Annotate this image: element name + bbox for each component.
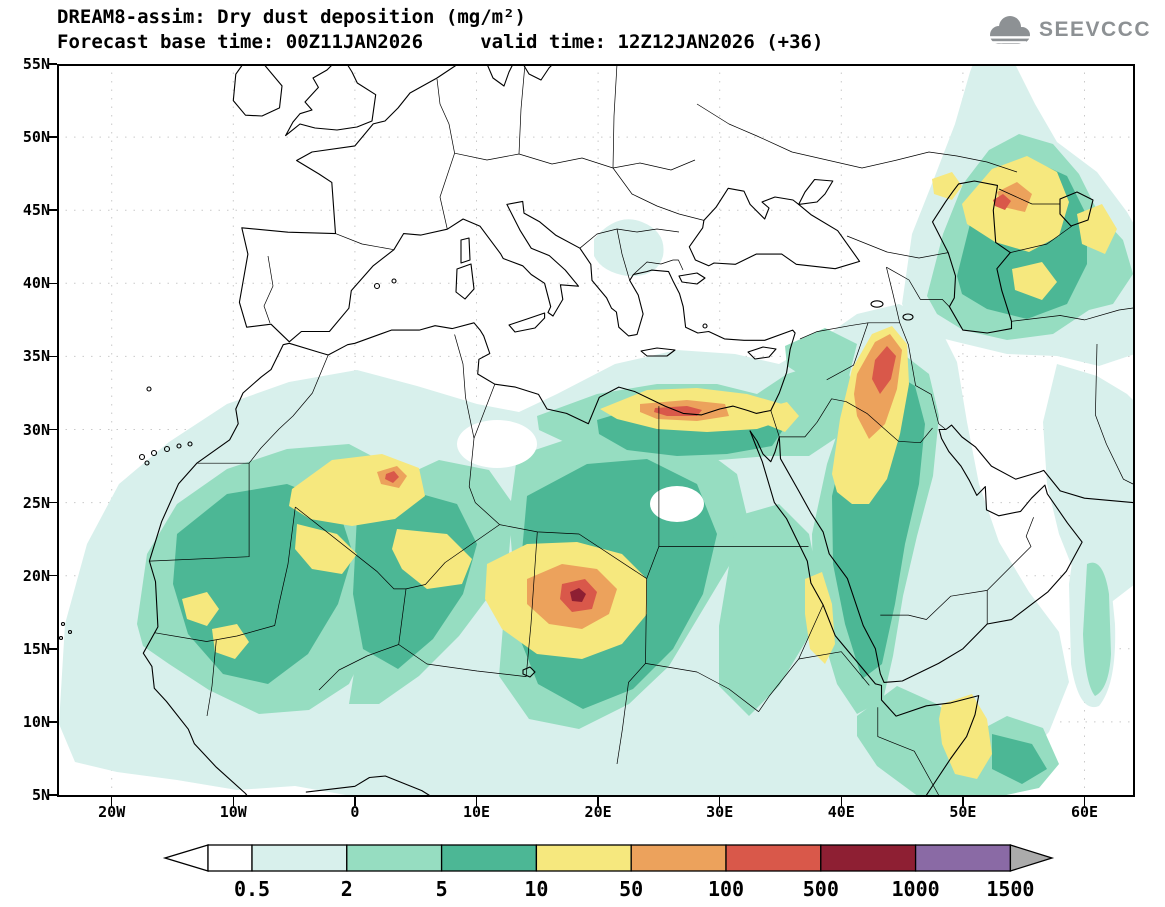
lon-tick-label: 20W [98,803,126,821]
colorbar-label: 10 [524,877,548,901]
lat-tick-label: 45N [22,201,50,220]
dust-gaps [457,420,704,522]
chart-title: DREAM8-assim: Dry dust deposition (mg/m²… [57,6,526,28]
lon-tick [354,797,356,806]
lat-tick-label: 10N [22,712,50,731]
seevccc-logo: SEEVCCC [984,13,1151,47]
lat-tick [48,501,57,504]
colorbar-label: 1000 [892,877,940,901]
colorbar-label: 5 [436,877,448,901]
colorbar: 0.5 2 5 10 50 100 500 1000 1500 [162,844,1055,901]
lon-tick-label: 40E [827,803,855,821]
lat-tick [48,721,57,723]
dust-shading [59,64,1135,797]
colorbar-boxes [162,844,1055,872]
chart-subtitle: Forecast base time: 00Z11JAN2026 valid t… [57,31,824,53]
plot-frame [57,64,1135,797]
colorbar-label: 1500 [986,877,1034,901]
dust-level-500 [570,588,586,602]
lat-tick [48,136,57,138]
lon-tick [1083,797,1086,806]
colorbar-labels: 0.5 2 5 10 50 100 500 1000 1500 [234,877,1035,901]
lat-tick-label: 15N [22,639,50,658]
lat-tick-label: 55N [22,55,50,73]
lat-tick [48,574,57,577]
lat-tick-label: 40N [22,274,50,293]
lon-tick [232,797,235,806]
lat-tick [48,794,57,796]
lat-tick [48,209,57,211]
lat-tick [48,282,57,285]
colorbar-label: 500 [803,877,839,901]
lat-tick [48,63,57,65]
lat-tick-label: 20N [22,566,50,585]
lon-tick [597,797,599,806]
colorbar-label: 0.5 [234,877,270,901]
colorbar-label: 2 [341,877,353,901]
lat-tick-label: 25N [22,493,50,512]
lon-tick [475,797,478,806]
lon-tick-label: 60E [1070,803,1099,821]
lat-tick-label: 5N [31,786,50,804]
lon-tick [718,797,721,806]
map-canvas [57,64,1135,797]
lon-tick-label: 0 [350,803,360,821]
logo-text: SEEVCCC [1038,18,1151,41]
country-borders [149,64,1134,796]
lat-tick [48,428,57,431]
lon-tick [962,797,964,806]
lon-tick-label: 10E [462,803,491,821]
lat-tick [48,355,57,358]
lat-tick-label: 50N [22,128,50,147]
colorbar-label: 50 [619,877,643,901]
colorbar-label: 100 [708,877,744,901]
lat-tick-label: 30N [22,420,50,439]
cloud-icon [986,16,1031,44]
lon-tick-label: 10W [219,803,247,821]
lon-tick-label: 20E [584,803,612,821]
lon-tick [840,797,843,806]
lat-tick [48,648,57,650]
lon-tick [110,797,113,806]
lon-tick-label: 30E [706,803,734,821]
lat-tick-label: 35N [22,347,50,366]
lon-tick-label: 50E [949,803,977,821]
